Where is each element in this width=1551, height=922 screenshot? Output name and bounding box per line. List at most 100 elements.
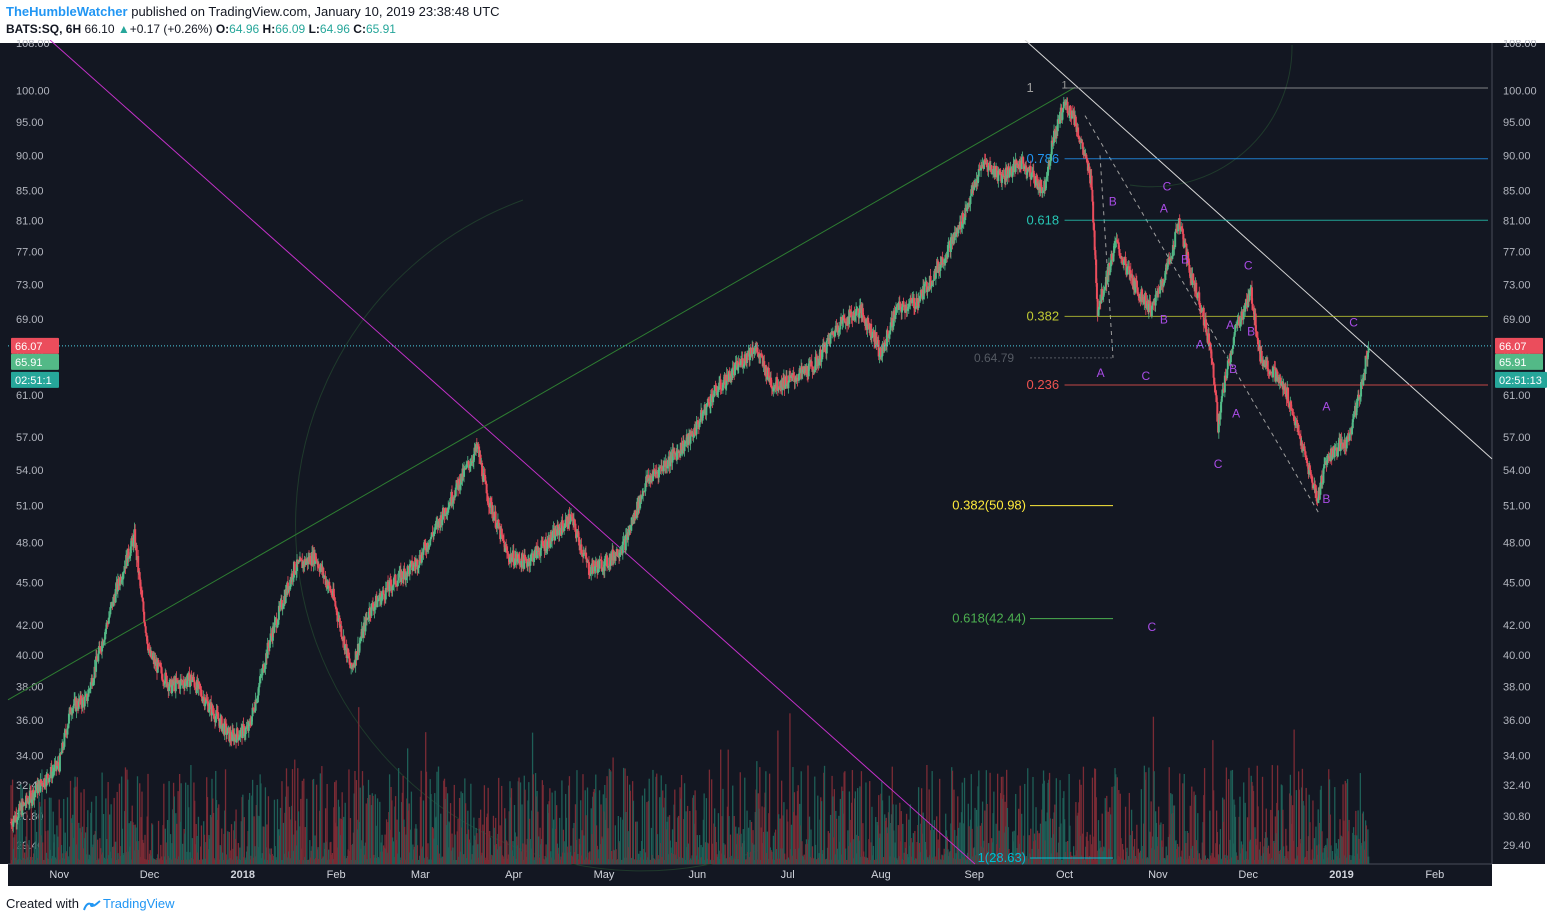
volume-bar [194, 800, 196, 864]
candle-body [194, 687, 197, 689]
candle-body [569, 514, 572, 522]
volume-bar [50, 797, 52, 864]
candle-body [232, 730, 235, 733]
volume-bar [662, 807, 665, 864]
volume-bar [368, 795, 370, 864]
candle-body [10, 822, 13, 826]
candle-body [481, 463, 484, 477]
candle-body [1102, 290, 1105, 297]
price-tick-right: 69.00 [1503, 314, 1531, 326]
volume-bar [61, 857, 63, 864]
volume-bar [829, 814, 832, 864]
volume-bar [40, 835, 42, 864]
candle-body [1016, 164, 1019, 168]
volume-bar [857, 788, 859, 864]
volume-bar [933, 820, 936, 864]
volume-bar [916, 842, 918, 864]
volume-bar [1004, 801, 1006, 864]
volume-bar [1309, 822, 1311, 864]
candle-body [380, 596, 383, 605]
volume-bar [910, 838, 912, 864]
chart-area[interactable]: 108.00 108.00 100.00 100.00 95.00 95.00 90.00 9… [0, 40, 1551, 886]
volume-bar [1328, 769, 1330, 864]
volume-bar [770, 850, 772, 864]
volume-bar [811, 846, 814, 864]
candle-body [810, 361, 813, 367]
candle-body [1062, 108, 1065, 113]
candle-body [368, 608, 371, 616]
volume-bar [595, 825, 598, 864]
candle-body [643, 491, 646, 493]
volume-bar [1349, 854, 1351, 864]
volume-bar [346, 858, 348, 864]
candle-body [1124, 256, 1127, 264]
volume-bar [735, 826, 737, 864]
volume-bar [79, 828, 81, 864]
candle-body [256, 698, 259, 704]
candle-body [726, 374, 729, 381]
volume-bar [1340, 836, 1343, 864]
volume-bar [394, 796, 397, 864]
candle-body [722, 381, 725, 385]
volume-bar [73, 787, 75, 864]
candle-body [911, 299, 914, 303]
volume-bar [738, 835, 741, 864]
candle-body [1157, 290, 1160, 293]
volume-bar [920, 823, 922, 864]
volume-bar [865, 782, 867, 864]
candle-body [1095, 283, 1098, 299]
volume-bar [562, 829, 565, 864]
volume-bar [741, 846, 743, 864]
volume-bar [417, 859, 419, 864]
candle-body [34, 790, 37, 792]
volume-bar [841, 786, 843, 864]
volume-bar [732, 859, 735, 864]
candle-body [391, 586, 394, 591]
candle-body [374, 603, 377, 607]
volume-bar [106, 858, 109, 864]
candle-body [250, 724, 253, 726]
candle-body [766, 376, 769, 380]
volume-bar [218, 859, 221, 864]
volume-bar [612, 757, 614, 864]
volume-bar [827, 831, 829, 864]
candle-body [716, 391, 719, 396]
volume-bar [1130, 858, 1132, 864]
volume-bar [548, 801, 550, 864]
volume-bar [1280, 784, 1282, 864]
candle-body [207, 709, 210, 712]
price-chart[interactable]: 108.00108.00100.00100.0095.0095.0090.009… [0, 40, 1551, 886]
volume-bar [454, 834, 456, 864]
candle-body [1037, 183, 1040, 187]
volume-bar [1161, 840, 1163, 864]
volume-bar [191, 838, 194, 864]
volume-bar [516, 836, 518, 864]
close-label: C: [353, 22, 366, 36]
candle-body [925, 282, 928, 293]
candle-body [1167, 257, 1170, 265]
volume-bar [508, 811, 510, 864]
volume-bar [927, 859, 930, 864]
volume-bar [981, 801, 984, 864]
candle-body [960, 227, 963, 229]
volume-bar [269, 848, 271, 864]
volume-bar [834, 854, 836, 864]
candle-body [63, 732, 66, 747]
candle-body [1049, 160, 1052, 166]
price-tick-left: 34.00 [16, 750, 44, 762]
author-link[interactable]: TheHumbleWatcher [6, 4, 128, 19]
volume-bar [1099, 840, 1101, 864]
volume-bar [157, 820, 160, 864]
volume-bar [349, 851, 351, 864]
volume-bar [1326, 838, 1328, 864]
volume-bar [1319, 789, 1322, 864]
volume-bar [1013, 830, 1015, 864]
volume-bar [1217, 855, 1219, 864]
volume-bar [1349, 859, 1352, 864]
candle-body [1006, 174, 1009, 179]
volume-bar [868, 839, 870, 864]
volume-bar [1178, 846, 1180, 864]
volume-bar [1360, 842, 1362, 864]
volume-bar [896, 858, 898, 864]
candle-body [71, 708, 74, 714]
